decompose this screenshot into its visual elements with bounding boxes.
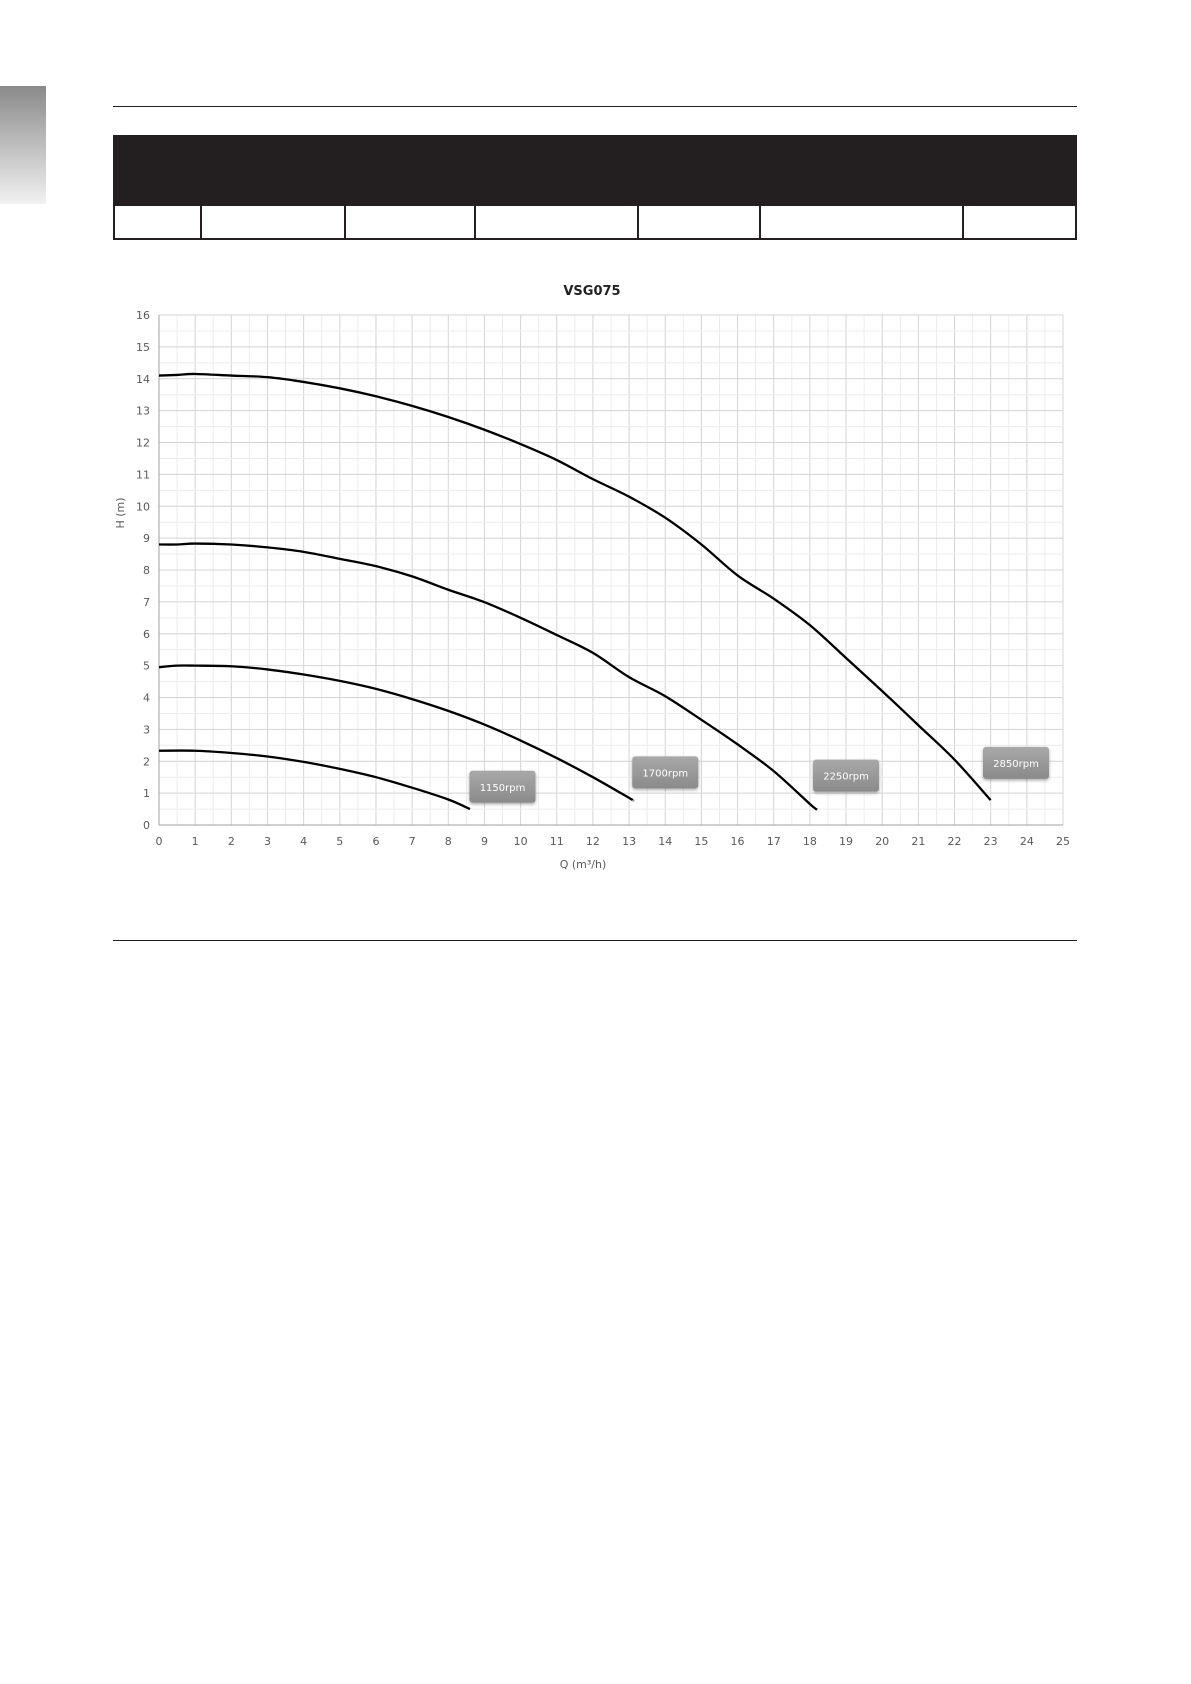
label-box — [813, 759, 880, 792]
x-tick-label: 10 — [514, 835, 528, 848]
y-tick-label: 15 — [136, 341, 150, 354]
y-tick-label: 16 — [136, 309, 150, 322]
series-label-text: 1700rpm — [642, 768, 688, 779]
x-axis-label: Q (m³/h) — [560, 858, 607, 871]
y-tick-label: 3 — [143, 723, 150, 736]
x-tick-label: 8 — [445, 835, 452, 848]
table-cell — [759, 204, 964, 240]
spec-table-row — [113, 204, 1077, 240]
table-cell — [962, 204, 1077, 240]
x-tick-label: 3 — [264, 835, 271, 848]
chart-title: VSG075 — [563, 284, 620, 299]
table-cell — [637, 204, 761, 240]
curve-1150rpm — [158, 749, 471, 811]
bottom-rule — [113, 940, 1077, 941]
grid — [158, 314, 1064, 826]
x-tick-label: 21 — [911, 835, 925, 848]
y-tick-label: 12 — [136, 437, 150, 450]
x-tick-label: 18 — [803, 835, 817, 848]
y-tick-label: 1 — [143, 787, 150, 800]
curve-2250rpm — [158, 542, 818, 811]
x-tick-label: 22 — [948, 835, 962, 848]
y-tick-label: 6 — [143, 628, 150, 641]
x-tick-label: 1 — [192, 835, 199, 848]
x-tick-label: 17 — [767, 835, 781, 848]
x-tick-label: 24 — [1020, 835, 1034, 848]
label-box — [469, 770, 536, 803]
series-label-text: 2850rpm — [993, 759, 1039, 770]
label-box — [982, 746, 1049, 779]
label-2850rpm: 2850rpm — [982, 746, 1049, 779]
x-tick-label: 25 — [1056, 835, 1070, 848]
series-labels: 1150rpm 1700rpm 2250rpm 2850rpm — [469, 746, 1049, 803]
x-tick-label: 14 — [658, 835, 672, 848]
curve-1700rpm — [158, 664, 635, 802]
spec-table-header — [113, 135, 1077, 206]
x-tick-label: 2 — [228, 835, 235, 848]
x-tick-label: 19 — [839, 835, 853, 848]
x-tick-label: 7 — [409, 835, 416, 848]
x-tick-label: 11 — [550, 835, 564, 848]
table-cell — [113, 204, 202, 240]
label-box — [632, 756, 699, 789]
header-cell — [113, 135, 1077, 206]
y-axis-label: H (m) — [114, 497, 127, 528]
table-cell — [344, 204, 476, 240]
x-tick-label: 0 — [156, 835, 163, 848]
curve-2850rpm — [158, 372, 992, 801]
y-tick-label: 7 — [143, 596, 150, 609]
y-tick-label: 8 — [143, 564, 150, 577]
x-tick-label: 4 — [300, 835, 307, 848]
y-tick-label: 13 — [136, 405, 150, 418]
curves — [158, 372, 992, 811]
label-1150rpm: 1150rpm — [469, 770, 536, 803]
y-tick-label: 4 — [143, 692, 150, 705]
x-tick-label: 9 — [481, 835, 488, 848]
y-tick-label: 14 — [136, 373, 150, 386]
y-tick-label: 9 — [143, 532, 150, 545]
spec-table — [113, 135, 1077, 240]
x-tick-label: 6 — [372, 835, 379, 848]
y-tick-label: 0 — [143, 819, 150, 832]
ticks: 0 1 2 3 4 5 6 7 8 9 10 11 12 13 14 15 16 17 18 19 20 21 22 23 24… — [136, 309, 1070, 848]
top-rule — [113, 106, 1077, 107]
label-2250rpm: 2250rpm — [813, 759, 880, 792]
label-1700rpm: 1700rpm — [632, 756, 699, 789]
side-tab-marker — [0, 86, 46, 204]
y-tick-label: 5 — [143, 660, 150, 673]
x-tick-label: 15 — [694, 835, 708, 848]
y-tick-label: 10 — [136, 500, 150, 513]
table-cell — [200, 204, 346, 240]
x-tick-label: 23 — [984, 835, 998, 848]
x-tick-label: 5 — [336, 835, 343, 848]
series-label-text: 2250rpm — [823, 772, 869, 783]
series-label-text: 1150rpm — [480, 783, 526, 794]
y-tick-label: 11 — [136, 468, 150, 481]
x-tick-label: 16 — [731, 835, 745, 848]
table-cell — [474, 204, 639, 240]
x-tick-label: 13 — [622, 835, 636, 848]
x-tick-label: 20 — [875, 835, 889, 848]
x-tick-label: 12 — [586, 835, 600, 848]
y-tick-label: 2 — [143, 755, 150, 768]
